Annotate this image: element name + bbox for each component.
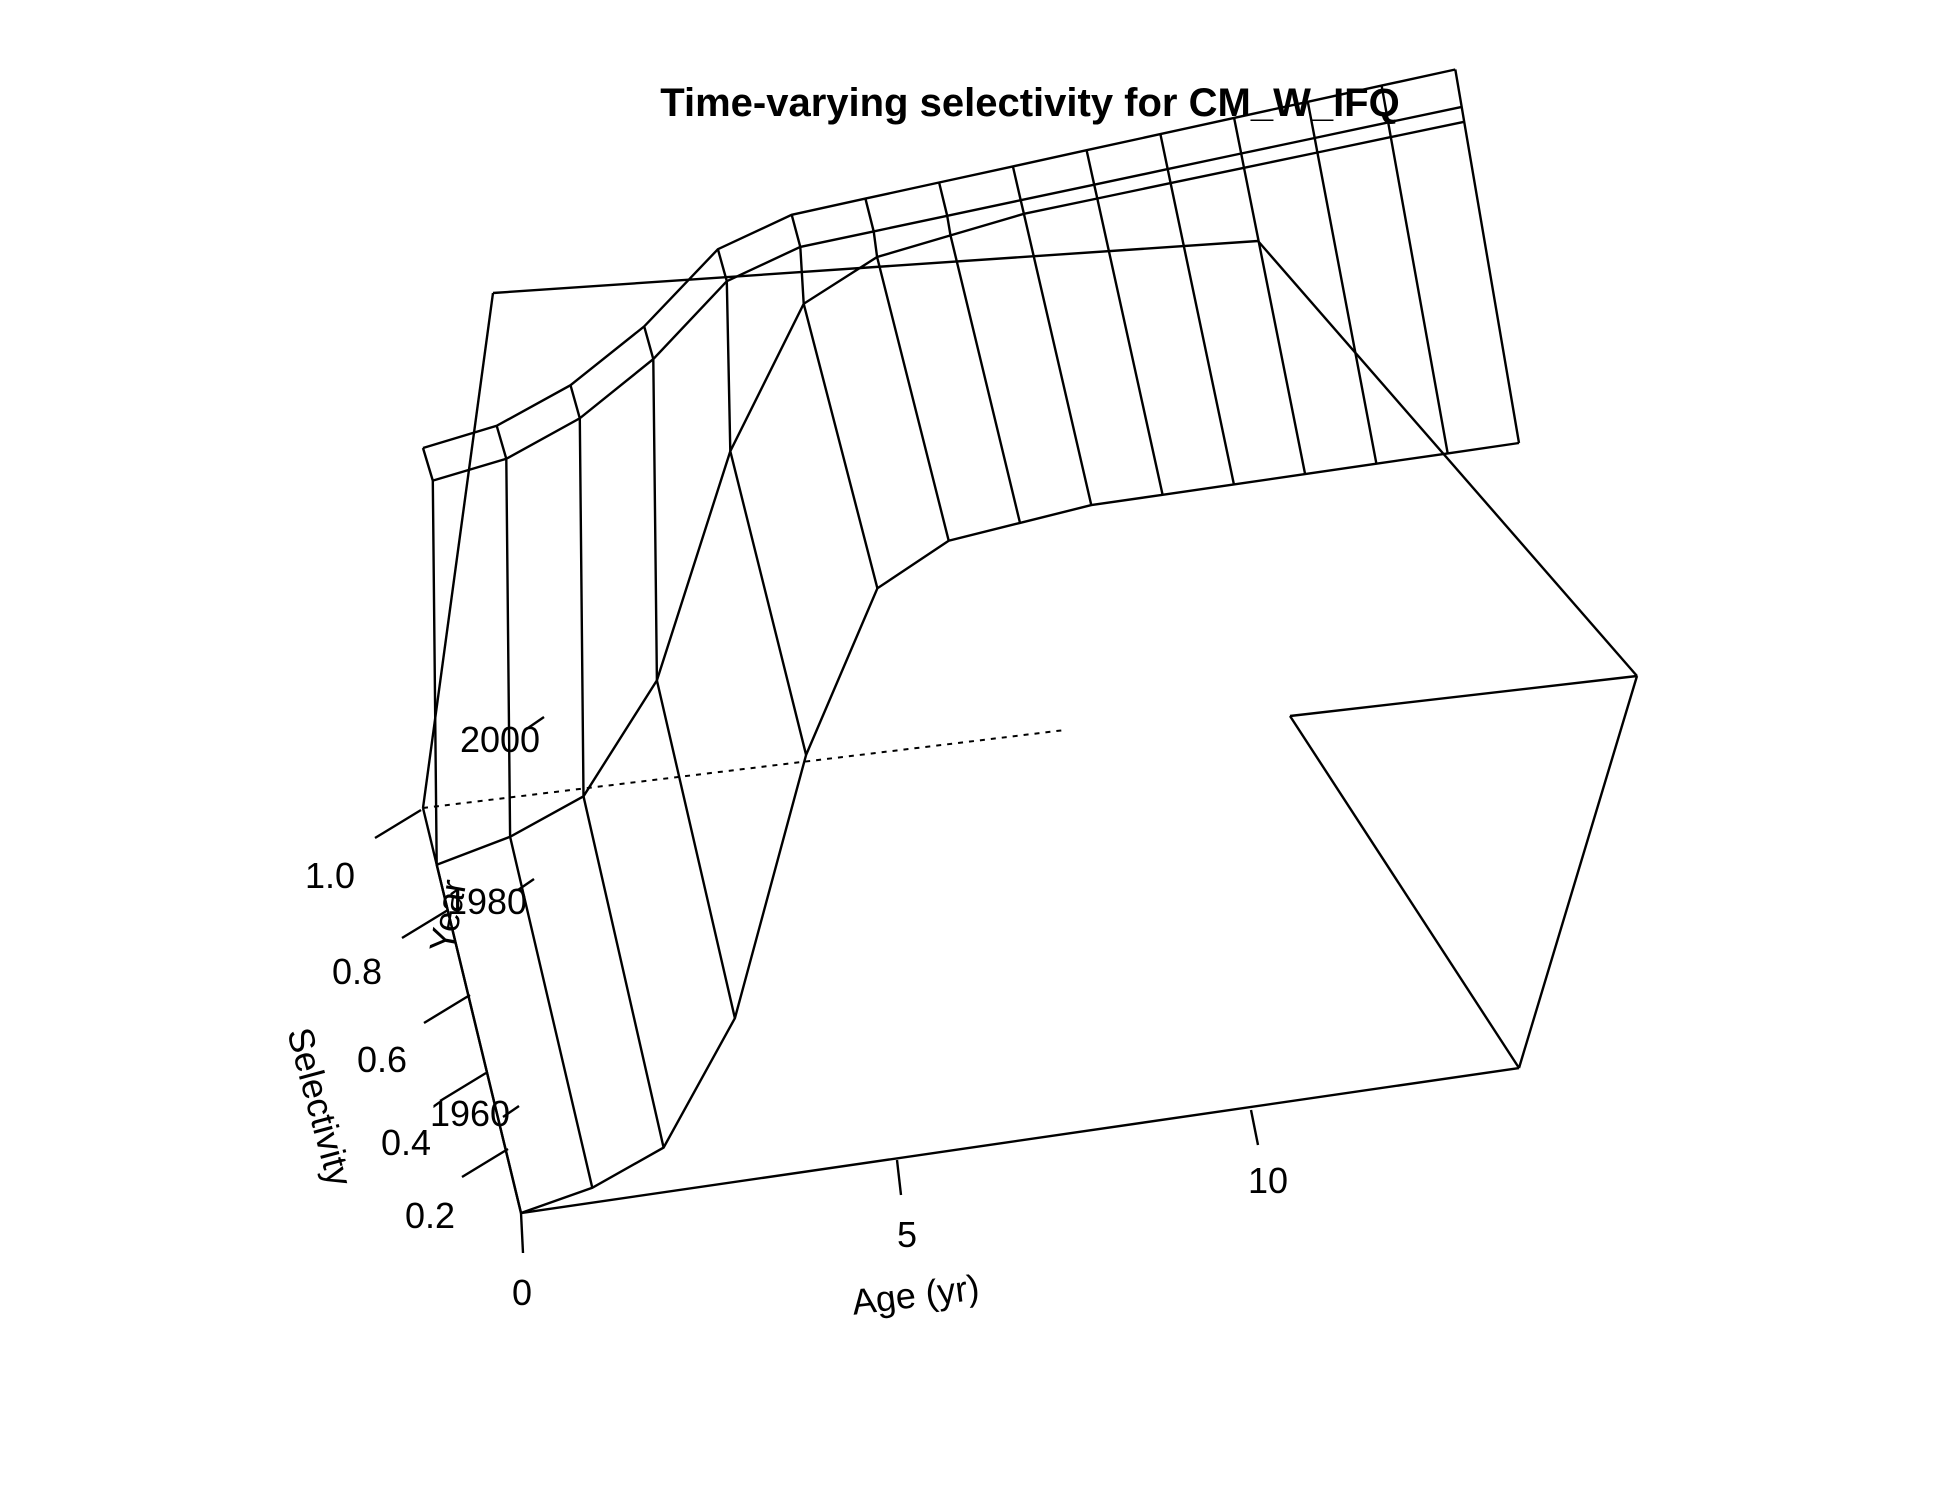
surface-break-profile bbox=[436, 120, 1465, 866]
z-tick-mark bbox=[401, 908, 449, 940]
y-axis-label: Year bbox=[421, 876, 474, 955]
y-tick-mark bbox=[527, 716, 545, 729]
surface-age-line bbox=[864, 198, 950, 541]
surface-age-line bbox=[1380, 85, 1449, 454]
z-tick-mark bbox=[423, 993, 471, 1025]
box-edge bbox=[1517, 675, 1639, 1069]
y-tick-label: 1980 bbox=[447, 881, 527, 922]
surface-age-line bbox=[421, 447, 523, 1214]
surface-age-line bbox=[1011, 166, 1093, 506]
box-edge bbox=[1257, 240, 1638, 677]
z-tick-label: 0.6 bbox=[357, 1039, 407, 1080]
surface-age-line bbox=[569, 384, 665, 1148]
surface-age-line bbox=[790, 214, 879, 589]
y-tick-label: 1960 bbox=[430, 1093, 510, 1134]
x-tick-label: 0 bbox=[512, 1272, 532, 1313]
z-tick-label: 0.2 bbox=[405, 1195, 455, 1236]
z-axis-label: Selectivity bbox=[279, 1023, 361, 1190]
x-tick-label: 5 bbox=[897, 1214, 917, 1255]
y-tick-mark bbox=[502, 1105, 520, 1118]
surface-recent-profile bbox=[432, 105, 1462, 482]
z-tick-mark bbox=[439, 1071, 487, 1103]
y-axis: 1960 1980 2000 Year bbox=[421, 716, 545, 1134]
box-edge bbox=[1289, 674, 1638, 718]
x-tick-mark bbox=[895, 1159, 903, 1196]
x-tick-mark bbox=[1249, 1109, 1260, 1146]
surface-back-profile bbox=[422, 68, 1456, 450]
surface-age-line bbox=[495, 425, 594, 1189]
hidden-box-edge bbox=[422, 729, 1066, 809]
box-edges bbox=[421, 239, 1639, 1215]
z-tick-label: 0.4 bbox=[381, 1122, 431, 1163]
surface-mesh bbox=[421, 68, 1521, 1215]
surface-age-line bbox=[937, 182, 1022, 524]
surface-age-line bbox=[1159, 133, 1236, 485]
surface-age-line bbox=[716, 248, 808, 756]
y-tick-mark bbox=[517, 878, 535, 891]
y-tick-label: 2000 bbox=[460, 719, 540, 760]
x-axis-label: Age (yr) bbox=[849, 1266, 981, 1322]
chart-title: Time-varying selectivity for CM_W_IFQ bbox=[660, 81, 1399, 125]
z-tick-label: 1.0 bbox=[305, 855, 355, 896]
z-tick-mark bbox=[374, 808, 422, 840]
z-tick-label: 0.8 bbox=[332, 951, 382, 992]
box-edge bbox=[1288, 715, 1521, 1069]
surface-age-line bbox=[643, 326, 737, 1019]
box-edge bbox=[492, 239, 1259, 295]
surface-front-profile bbox=[520, 441, 1520, 1215]
box-edge bbox=[520, 1066, 1520, 1215]
z-tick-mark bbox=[461, 1147, 509, 1179]
x-tick-label: 10 bbox=[1248, 1160, 1288, 1201]
surface-age-line bbox=[1085, 149, 1164, 496]
z-axis: 1.0 0.8 0.6 0.4 0.2 Selectivity bbox=[279, 808, 509, 1236]
surface-age-line bbox=[1306, 101, 1378, 464]
surface-age-line bbox=[1454, 69, 1521, 444]
x-axis: 0 5 10 Age (yr) bbox=[512, 1109, 1288, 1323]
surface-age-line bbox=[1232, 117, 1307, 475]
x-tick-mark bbox=[519, 1212, 525, 1254]
